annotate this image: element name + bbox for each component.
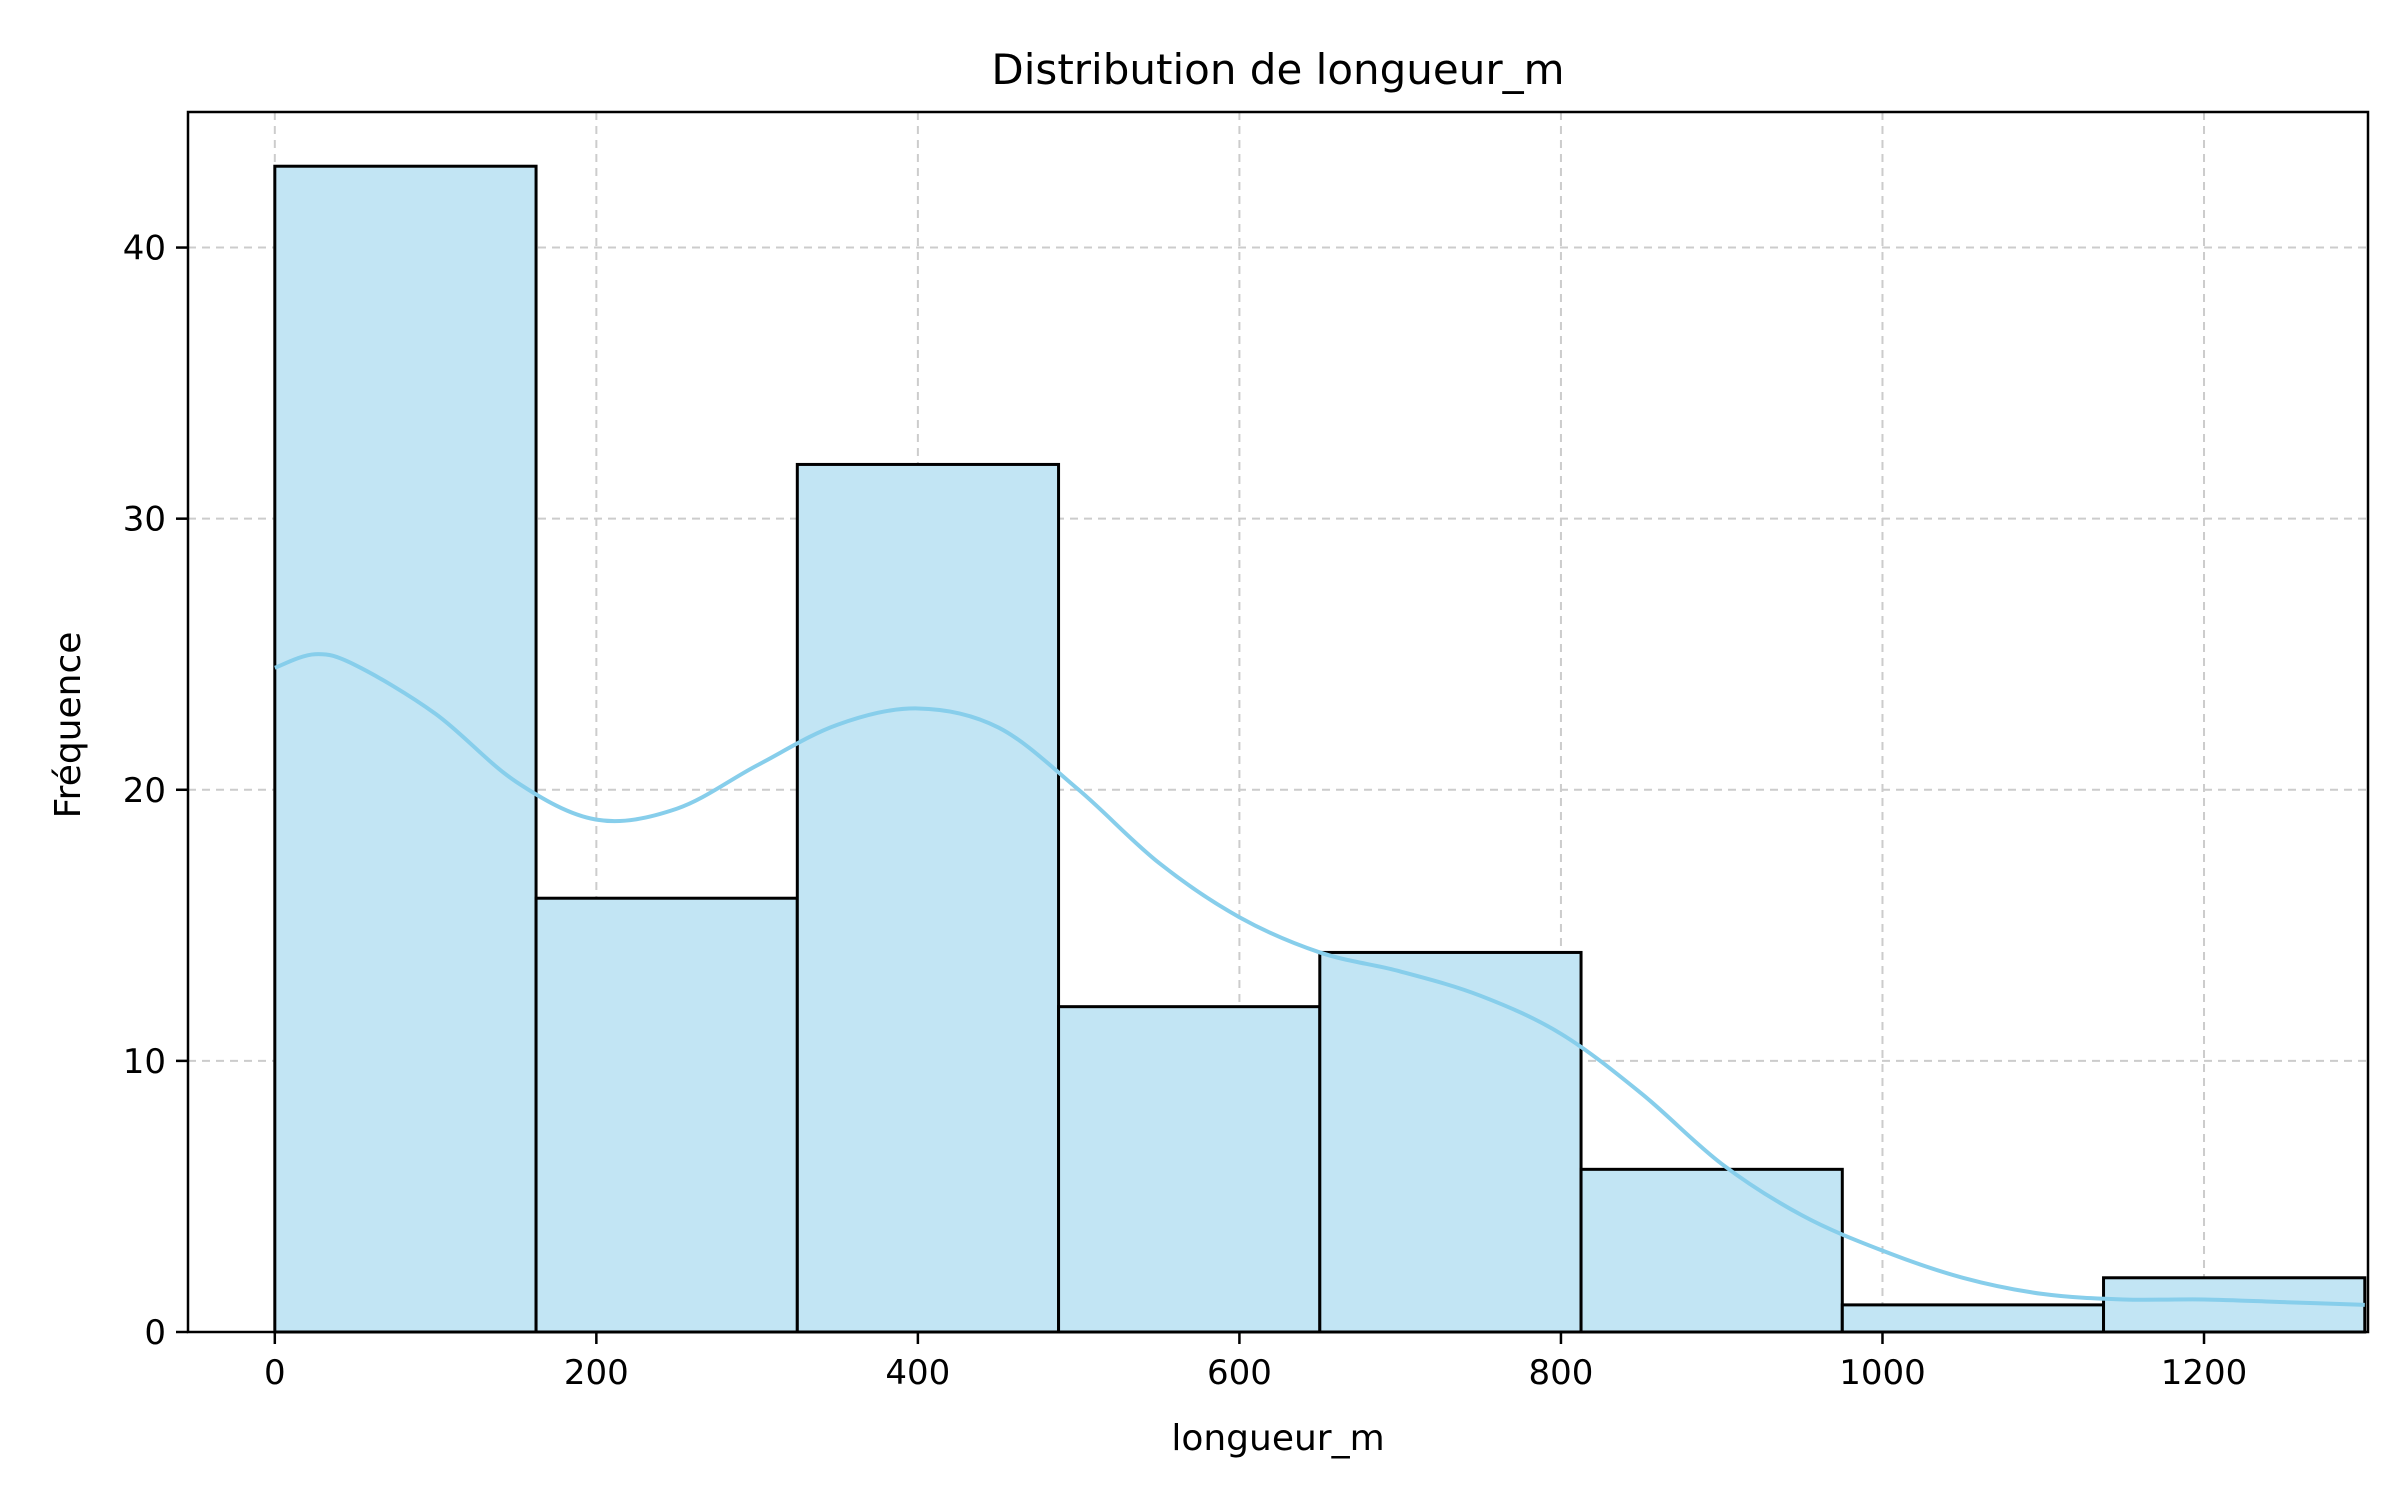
- x-tick-label: 200: [564, 1353, 629, 1393]
- histogram-bar: [1579, 1167, 1844, 1334]
- y-tick-label: 30: [123, 500, 166, 540]
- histogram-bar: [1057, 1005, 1322, 1334]
- chart-title: Distribution de longueur_m: [991, 45, 1564, 94]
- x-axis-ticks: 0 200 400 600 800 1000 1200: [264, 1332, 2247, 1393]
- histogram-bars: [273, 164, 2367, 1334]
- x-tick-label: 800: [1528, 1353, 1593, 1393]
- x-axis-label: longueur_m: [1171, 1418, 1384, 1459]
- y-tick-label: 40: [123, 229, 166, 269]
- y-tick-label: 20: [123, 771, 166, 811]
- x-tick-label: 0: [264, 1353, 286, 1393]
- histogram-bar: [1840, 1303, 2106, 1334]
- x-tick-label: 1200: [2161, 1353, 2248, 1393]
- histogram-bar: [534, 896, 799, 1334]
- plot-area-frame: [186, 110, 2370, 1334]
- x-tick-label: 600: [1207, 1353, 1272, 1393]
- histogram-bar: [273, 164, 538, 1334]
- y-axis-label: Fréquence: [48, 632, 89, 819]
- histogram-bar: [795, 462, 1061, 1334]
- y-tick-label: 10: [123, 1042, 166, 1082]
- y-tick-label: 0: [144, 1313, 166, 1353]
- y-axis-ticks: 0 10 20 30 40: [123, 229, 188, 1353]
- x-tick-label: 1000: [1839, 1353, 1926, 1393]
- x-tick-label: 400: [885, 1353, 950, 1393]
- kde-curve: [274, 652, 2365, 1307]
- histogram-bar: [1318, 950, 1583, 1334]
